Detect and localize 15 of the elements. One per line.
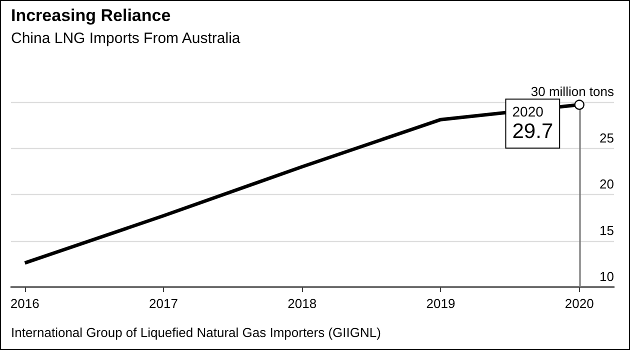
y-tick-label: 10 [600, 269, 614, 284]
x-tick-label: 2019 [426, 296, 456, 311]
chart-subtitle: China LNG Imports From Australia [11, 30, 241, 47]
y-tick-label: 30 million tons [530, 84, 614, 99]
text: International Group of Liquefied Natural Gas Importers (GIIGNL) [11, 325, 381, 340]
y-tick-label: 20 [600, 176, 614, 192]
annotation: 2020 [512, 104, 544, 120]
x-tick-label: 2018 [288, 296, 317, 311]
x-tick-label: 2020 [564, 296, 594, 311]
data-label: 29.7 [512, 120, 554, 144]
y-tick-label: 15 [600, 222, 614, 238]
chart-title: Increasing Reliance [11, 6, 171, 25]
y-tick-label: 25 [600, 130, 614, 146]
x-tick-label: 2017 [149, 296, 178, 311]
x-tick-label: 2016 [10, 296, 40, 311]
